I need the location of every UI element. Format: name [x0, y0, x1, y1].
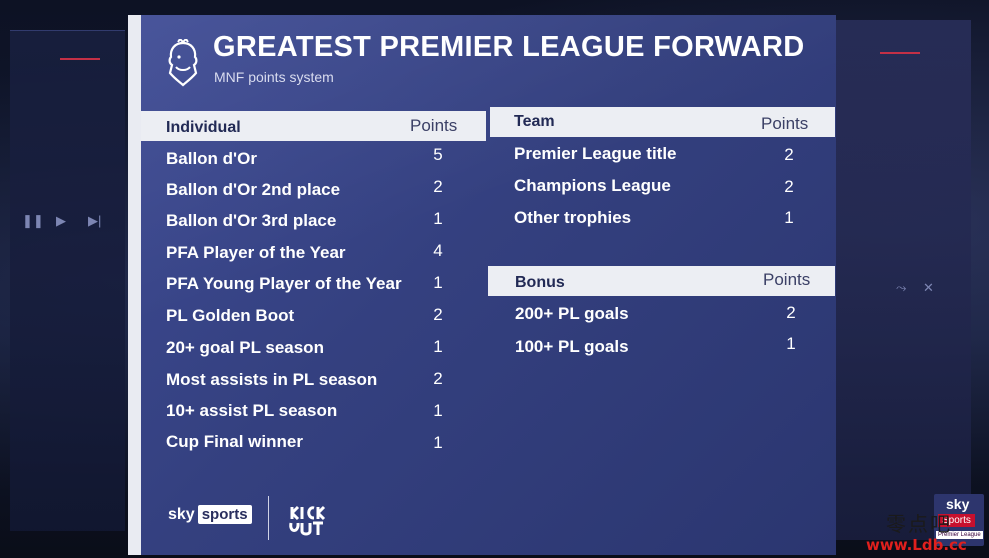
individual-row-label: PFA Player of the Year — [166, 243, 346, 262]
individual-row-points: 1 — [433, 273, 443, 292]
sky-sports-premier-league-badge: sky Sports Premier League — [934, 494, 984, 546]
team-header: Team Points — [490, 107, 835, 137]
individual-row-points: 1 — [433, 401, 443, 420]
bonus-row-label: 100+ PL goals — [515, 337, 629, 356]
points-board: GREATEST PREMIER LEAGUE FORWARD MNF poin… — [128, 15, 836, 555]
kick-it-out-logo-icon — [289, 505, 326, 536]
bonus-row-points: 1 — [786, 334, 796, 353]
team-row-label: Other trophies — [514, 208, 632, 227]
individual-row-label: 10+ assist PL season — [166, 401, 338, 420]
individual-row-points: 1 — [433, 433, 443, 452]
individual-row-label: Ballon d'Or 2nd place — [166, 180, 341, 199]
skip-icon: ▶| — [88, 213, 102, 228]
team-row-points: 1 — [784, 208, 794, 227]
board-edge-stripe — [128, 15, 141, 555]
individual-row-points: 4 — [433, 241, 443, 260]
individual-row-points: 1 — [433, 209, 443, 228]
board-title: GREATEST PREMIER LEAGUE FORWARD — [213, 31, 805, 63]
team-row-label: Premier League title — [514, 144, 677, 163]
bonus-header-label: Bonus — [515, 274, 565, 291]
individual-row-points: 5 — [433, 145, 443, 164]
pause-icon: ❚❚ — [22, 213, 44, 228]
right-red-accent-line — [880, 52, 920, 54]
individual-row-points: 2 — [433, 305, 443, 324]
board-subtitle: MNF points system — [214, 69, 334, 85]
sports-wordmark: sports — [197, 505, 252, 524]
watermark-chinese: 零点吧 — [886, 512, 952, 536]
individual-row-points: 2 — [433, 369, 443, 388]
team-points-header: Points — [761, 114, 809, 133]
badge-premier-league-text: Premier League — [936, 531, 983, 539]
individual-row-label: Ballon d'Or 3rd place — [166, 211, 337, 230]
left-red-accent-line — [60, 58, 100, 60]
individual-row-points: 2 — [433, 177, 443, 196]
bonus-points-header: Points — [763, 270, 811, 289]
left-studio-screen — [10, 30, 125, 531]
right-studio-screen — [836, 20, 971, 540]
individual-row-label: PL Golden Boot — [166, 306, 295, 325]
team-row-label: Champions League — [514, 176, 671, 195]
sky-sports-logo: sky sports — [168, 505, 252, 524]
badge-sky-text: sky — [946, 496, 970, 512]
sky-wordmark: sky — [168, 505, 195, 523]
play-icon: ▶ — [56, 213, 66, 228]
badge-sports-text: Sports — [938, 514, 975, 527]
team-row-points: 2 — [784, 177, 794, 196]
individual-points-header: Points — [410, 116, 458, 135]
bonus-row-label: 200+ PL goals — [515, 304, 629, 323]
watermark-url: www.Ldb.cc — [866, 536, 967, 554]
premier-league-lion-icon — [168, 39, 198, 87]
individual-header-label: Individual — [166, 119, 241, 136]
bonus-header: Bonus Points — [488, 266, 835, 296]
team-row-points: 2 — [784, 145, 794, 164]
individual-row-label: 20+ goal PL season — [166, 338, 324, 357]
share-icon: ⤳ — [896, 280, 907, 295]
individual-header: Individual Points — [141, 111, 486, 141]
close-icon: ✕ — [923, 280, 934, 295]
individual-row-points: 1 — [433, 337, 443, 356]
bonus-row-points: 2 — [786, 303, 796, 322]
individual-row-label: PFA Young Player of the Year — [166, 274, 402, 293]
individual-row-label: Ballon d'Or — [166, 149, 257, 168]
individual-row-label: Most assists in PL season — [166, 370, 378, 389]
team-header-label: Team — [514, 113, 555, 130]
brand-divider — [268, 496, 269, 540]
individual-row-label: Cup Final winner — [166, 432, 303, 451]
